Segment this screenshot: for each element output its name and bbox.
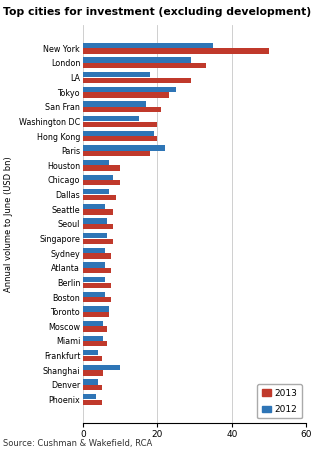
Bar [83, 166, 120, 171]
Bar [83, 130, 154, 136]
Bar [83, 218, 107, 224]
Bar [83, 283, 111, 288]
Bar [83, 365, 120, 370]
Bar [83, 151, 150, 156]
Bar [83, 180, 120, 185]
Bar [83, 63, 206, 68]
Bar [83, 72, 150, 77]
Bar [83, 400, 101, 405]
Bar [83, 253, 111, 259]
Bar [83, 262, 105, 268]
Bar [83, 326, 107, 332]
Bar [83, 101, 146, 107]
Bar [83, 312, 109, 317]
Bar [83, 160, 109, 165]
Y-axis label: Annual volume to June (USD bn): Annual volume to June (USD bn) [4, 156, 13, 292]
Bar [83, 248, 105, 253]
Bar [83, 87, 176, 92]
Bar [83, 238, 113, 244]
Bar [83, 224, 113, 230]
Bar [83, 379, 98, 385]
Text: Source: Cushman & Wakefield, RCA: Source: Cushman & Wakefield, RCA [3, 439, 152, 448]
Bar [83, 209, 113, 215]
Bar [83, 268, 111, 273]
Bar [83, 195, 116, 200]
Bar [83, 394, 96, 399]
Bar [83, 277, 105, 282]
Bar [83, 204, 105, 209]
Legend: 2013, 2012: 2013, 2012 [257, 384, 302, 419]
Bar [83, 336, 103, 341]
Bar [83, 78, 191, 83]
Bar [83, 341, 107, 346]
Bar [83, 385, 101, 390]
Bar [83, 189, 109, 194]
Bar [83, 107, 161, 112]
Bar [83, 122, 157, 127]
Bar [83, 43, 213, 48]
Bar [83, 370, 103, 376]
Bar [83, 58, 191, 63]
Bar [83, 175, 113, 180]
Bar [83, 49, 269, 54]
Bar [83, 116, 139, 122]
Bar [83, 145, 165, 151]
Bar [83, 136, 157, 141]
Bar [83, 292, 105, 297]
Bar [83, 92, 168, 98]
Bar [83, 297, 111, 302]
Text: Top cities for investment (excluding development): Top cities for investment (excluding dev… [3, 7, 311, 17]
Bar [83, 356, 101, 361]
Bar [83, 233, 107, 238]
Bar [83, 306, 109, 311]
Bar [83, 321, 103, 326]
Bar [83, 350, 98, 356]
